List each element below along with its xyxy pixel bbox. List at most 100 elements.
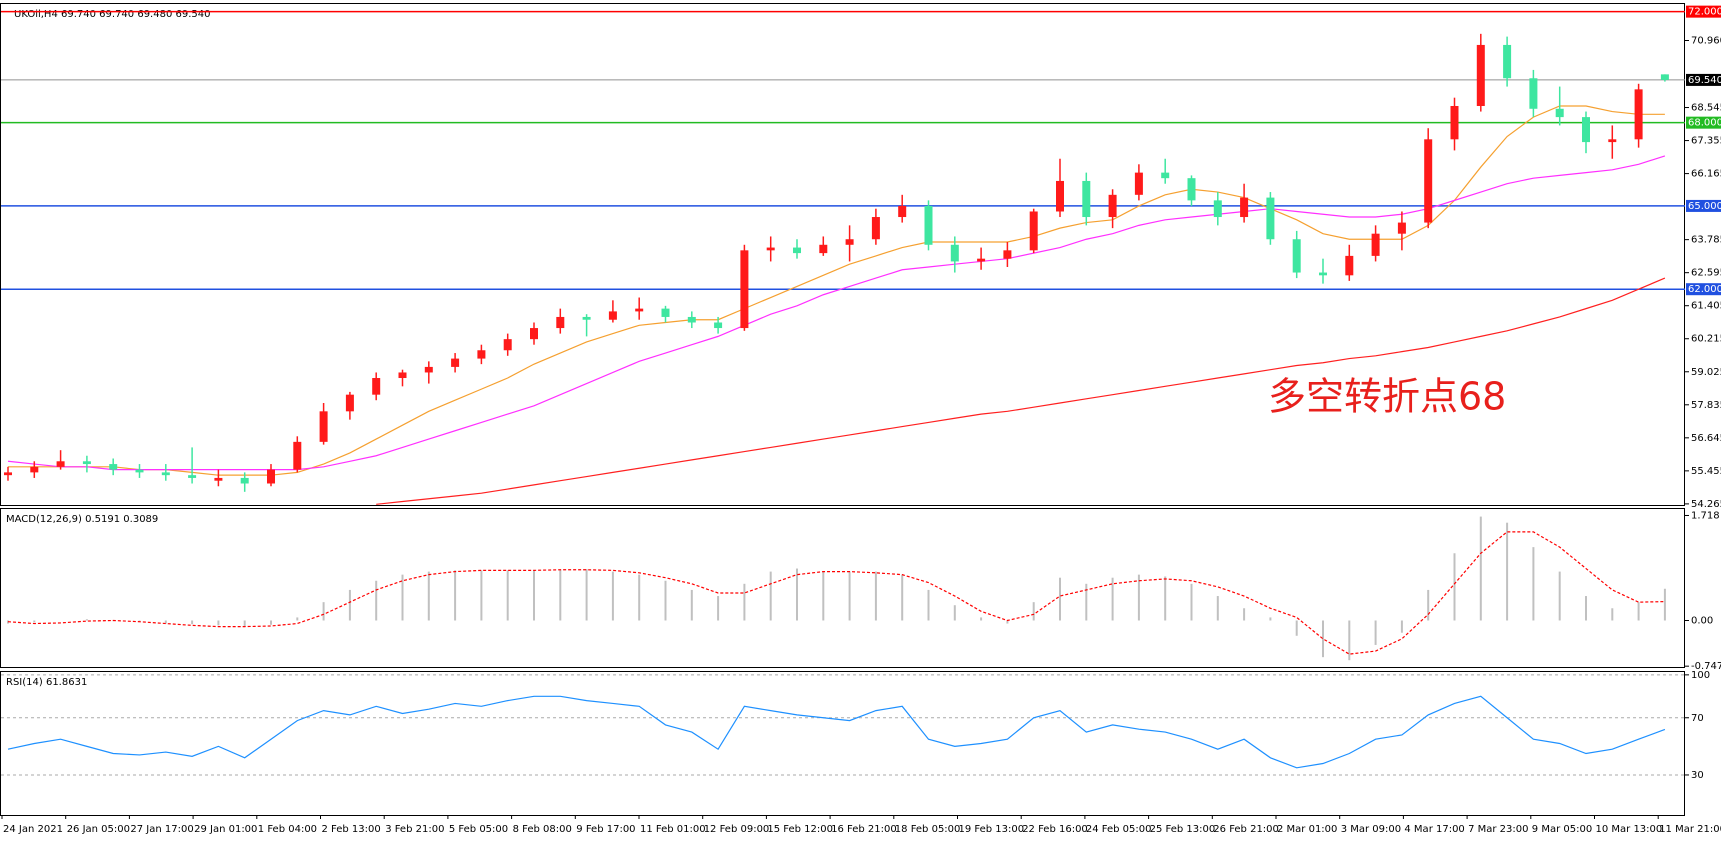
candle-body (1371, 233, 1380, 256)
x-tick-label: 18 Feb 05:00 (895, 824, 961, 835)
histogram-bar (322, 602, 325, 621)
histogram-bar (980, 617, 983, 621)
candle-body (1082, 180, 1091, 218)
x-tick-label: 26 Feb 21:00 (1213, 824, 1279, 835)
candle-body (188, 475, 197, 478)
candle-body (1345, 255, 1354, 276)
candle-body (1029, 211, 1038, 251)
y-tick-label: 62.595 (1691, 268, 1721, 279)
level-label: 68.000 (1688, 118, 1721, 129)
x-tick-label: 19 Feb 13:00 (959, 824, 1025, 835)
histogram-bar (901, 574, 904, 621)
histogram-bar (1295, 620, 1298, 636)
histogram-bar (533, 570, 535, 621)
level-box (1686, 5, 1721, 18)
y-tick-label: 60.215 (1691, 334, 1721, 345)
x-tick-label: 24 Feb 05:00 (1086, 824, 1152, 835)
price-box (1686, 73, 1721, 86)
x-tick-label: 11 Feb 01:00 (640, 824, 706, 835)
histogram-bar (85, 619, 88, 621)
candle-body (135, 469, 144, 473)
histogram-bar (1216, 596, 1219, 621)
x-tick-label: 2 Mar 01:00 (1277, 824, 1337, 835)
candle-body (977, 258, 986, 262)
x-tick-label: 4 Mar 17:00 (1404, 824, 1464, 835)
histogram-bar (1190, 583, 1193, 621)
histogram-bar (664, 580, 667, 621)
candle-body (1660, 74, 1669, 80)
candle-body (1187, 178, 1196, 201)
rsi-title: RSI(14) 61.8631 (6, 677, 87, 688)
candle-body (1292, 239, 1301, 273)
histogram-bar (1611, 608, 1614, 621)
candle-body (1056, 180, 1064, 212)
histogram-bar (191, 620, 194, 625)
x-tick-label: 2 Feb 13:00 (322, 824, 381, 835)
histogram-bar (243, 620, 246, 627)
histogram-bar (480, 570, 483, 621)
candle-body (267, 469, 275, 484)
candle-body (477, 350, 486, 359)
histogram-bar (270, 620, 272, 625)
histogram-bar (1453, 553, 1456, 621)
x-tick-label: 11 Mar 21:00 (1659, 824, 1721, 835)
candle-body (950, 244, 959, 262)
candle-body (1266, 197, 1275, 240)
y-tick-label: 70.960 (1691, 35, 1721, 46)
candle-body (1213, 200, 1222, 218)
y-tick-label: 30 (1691, 770, 1704, 781)
histogram-bar (769, 571, 772, 621)
histogram-bar (1506, 522, 1509, 621)
y-tick-label: 1.718 (1691, 510, 1720, 521)
histogram-bar (217, 620, 220, 626)
candle-body (1397, 222, 1406, 234)
x-tick-label: 26 Jan 05:00 (67, 824, 130, 835)
histogram-bar (1059, 577, 1061, 621)
y-tick-label: 55.455 (1691, 466, 1721, 477)
y-tick-label: 56.645 (1691, 433, 1721, 444)
candle-body (845, 239, 854, 245)
histogram-bar (927, 589, 930, 621)
candle-body (293, 441, 302, 470)
histogram-bar (375, 580, 378, 621)
histogram-bar (427, 571, 430, 621)
y-tick-label: 54.265 (1691, 499, 1721, 510)
candle-body (161, 472, 170, 476)
candle-body (1476, 44, 1485, 107)
candle-body (214, 477, 223, 481)
y-tick-label: 67.355 (1691, 136, 1721, 147)
histogram-bar (1032, 602, 1035, 621)
candle-body (635, 308, 644, 312)
histogram-bar (1164, 576, 1167, 621)
histogram-bar (1006, 620, 1009, 624)
histogram-bar (717, 596, 720, 621)
x-tick-label: 3 Feb 21:00 (385, 824, 444, 835)
histogram-bar (953, 605, 956, 621)
candle-body (1503, 44, 1512, 79)
line (7, 695, 1666, 769)
candle-body (1424, 139, 1433, 223)
candle-body (424, 366, 433, 373)
y-tick-label: 100 (1691, 670, 1710, 681)
x-tick-label: 9 Feb 17:00 (576, 824, 635, 835)
candle-body (345, 394, 354, 412)
rsi-panel (0, 671, 1685, 816)
line (7, 531, 1665, 655)
histogram-bar (874, 571, 877, 621)
x-tick-label: 16 Feb 21:00 (831, 824, 897, 835)
candle-body (1529, 78, 1538, 109)
histogram-bar (1269, 617, 1272, 621)
line (376, 277, 1666, 505)
x-tick-label: 1 Feb 04:00 (258, 824, 317, 835)
candle-body (898, 205, 907, 218)
histogram-bar (1348, 620, 1351, 661)
histogram-bar (33, 620, 36, 623)
histogram-bar (1243, 608, 1246, 621)
x-tick-label: 8 Feb 08:00 (513, 824, 572, 835)
candle-body (1319, 272, 1327, 276)
candle-body (56, 461, 65, 467)
x-tick-label: 7 Mar 23:00 (1468, 824, 1528, 835)
histogram-bar (822, 571, 825, 621)
price-label: 69.540 (1688, 75, 1721, 86)
macd-panel (0, 508, 1685, 668)
